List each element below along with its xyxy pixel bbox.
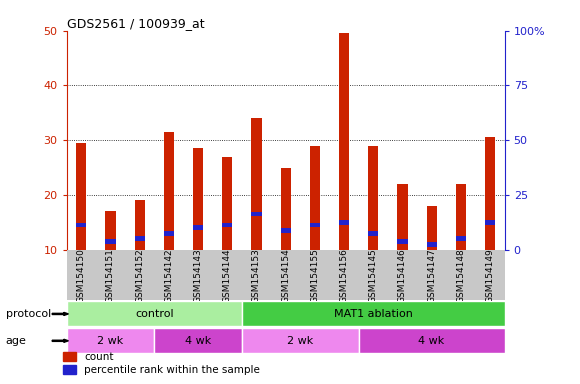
Bar	[358, 328, 505, 353]
Bar	[242, 328, 358, 353]
Bar	[67, 328, 154, 353]
Bar	[135, 236, 145, 241]
Text: 2 wk: 2 wk	[287, 336, 313, 346]
Bar	[368, 146, 378, 250]
Bar	[339, 33, 349, 250]
Text: age: age	[6, 336, 27, 346]
Text: control: control	[135, 309, 173, 319]
Bar	[164, 132, 174, 250]
Bar	[426, 242, 437, 247]
Bar	[397, 184, 408, 250]
Bar	[106, 239, 115, 244]
Bar	[456, 236, 466, 241]
Bar	[310, 222, 320, 227]
Bar	[164, 231, 174, 236]
Bar	[222, 157, 233, 250]
Bar	[76, 222, 86, 227]
Bar	[193, 148, 203, 250]
Bar	[154, 328, 242, 353]
Bar	[456, 184, 466, 250]
Text: MAT1 ablation: MAT1 ablation	[334, 309, 412, 319]
Bar	[310, 146, 320, 250]
Text: 4 wk: 4 wk	[185, 336, 211, 346]
Bar	[242, 301, 505, 326]
Bar	[193, 225, 203, 230]
Bar	[426, 206, 437, 250]
Bar	[281, 228, 291, 233]
Text: protocol: protocol	[6, 309, 51, 319]
Bar	[397, 239, 408, 244]
Bar	[368, 231, 378, 236]
Text: GDS2561 / 100939_at: GDS2561 / 100939_at	[67, 17, 204, 30]
Bar	[339, 220, 349, 225]
Bar	[251, 212, 262, 217]
Bar	[281, 167, 291, 250]
Text: 2 wk: 2 wk	[97, 336, 124, 346]
Bar	[485, 137, 495, 250]
Bar	[67, 301, 242, 326]
Bar	[251, 118, 262, 250]
Bar	[135, 200, 145, 250]
Legend: count, percentile rank within the sample: count, percentile rank within the sample	[63, 352, 260, 375]
Bar	[106, 211, 115, 250]
Text: 4 wk: 4 wk	[419, 336, 445, 346]
Bar	[222, 222, 233, 227]
Bar	[485, 220, 495, 225]
Bar	[76, 143, 86, 250]
